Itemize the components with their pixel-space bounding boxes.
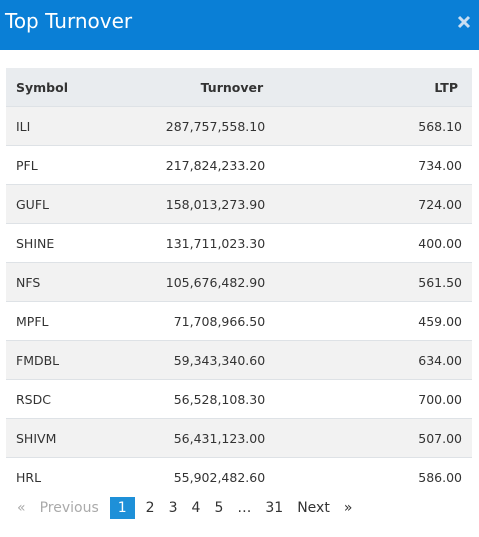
- table-cell: PFL: [6, 145, 97, 185]
- table-cell: 724.00: [392, 184, 472, 224]
- table-row: HRL 55,902,482.60 586.00: [6, 457, 472, 496]
- page-link[interactable]: 1: [109, 497, 135, 519]
- table-cell: NFS: [6, 262, 97, 302]
- table-cell: FMDBL: [6, 340, 97, 380]
- table-cell: 55,902,482.60: [96, 457, 393, 496]
- pagination: « Previous 1 2 3 4 5 … 31 Next »: [10, 497, 359, 519]
- table-row: RSDC 56,528,108.30 700.00: [6, 379, 472, 419]
- table-cell: 105,676,482.90: [96, 262, 393, 302]
- table-cell: ILI: [6, 106, 97, 146]
- table-cell: 56,431,123.00: [96, 418, 393, 458]
- table-row: FMDBL 59,343,340.60 634.00: [6, 340, 472, 380]
- table-cell: 131,711,023.30: [96, 223, 393, 263]
- table-cell: 700.00: [392, 379, 472, 419]
- table-cell: RSDC: [6, 379, 97, 419]
- modal-title: Top Turnover: [5, 9, 133, 33]
- table-row: NFS 105,676,482.90 561.50: [6, 262, 472, 302]
- table-cell: GUFL: [6, 184, 97, 224]
- turnover-table: Symbol Turnover LTP ILI 287,757,558.10 568…: [6, 68, 472, 496]
- table-cell: HRL: [6, 457, 97, 496]
- column-header: Symbol: [6, 68, 97, 107]
- table-cell: 459.00: [392, 301, 472, 341]
- header-row: Symbol Turnover LTP: [6, 68, 472, 107]
- table-cell: 507.00: [392, 418, 472, 458]
- table-cell: 586.00: [392, 457, 472, 496]
- close-button[interactable]: [457, 15, 471, 29]
- modal-header: Top Turnover: [0, 0, 479, 50]
- table-cell: 734.00: [392, 145, 472, 185]
- table-row: ILI 287,757,558.10 568.10: [6, 106, 472, 146]
- page-link[interactable]: 4: [191, 500, 201, 516]
- table-cell: MPFL: [6, 301, 97, 341]
- table-cell: 158,013,273.90: [96, 184, 393, 224]
- page-link[interactable]: 31: [265, 500, 284, 516]
- next-page[interactable]: Next: [297, 500, 330, 516]
- page-link[interactable]: 5: [214, 500, 224, 516]
- table-cell: 56,528,108.30: [96, 379, 393, 419]
- table-row: PFL 217,824,233.20 734.00: [6, 145, 472, 185]
- table-cell: 561.50: [392, 262, 472, 302]
- table-cell: 568.10: [392, 106, 472, 146]
- table-cell: 400.00: [392, 223, 472, 263]
- table-row: GUFL 158,013,273.90 724.00: [6, 184, 472, 224]
- table-cell: SHIVM: [6, 418, 97, 458]
- table-row: MPFL 71,708,966.50 459.00: [6, 301, 472, 341]
- page-link[interactable]: …: [237, 500, 252, 516]
- table-cell: 217,824,233.20: [96, 145, 393, 185]
- page-link[interactable]: 2: [145, 500, 155, 516]
- previous-page: Previous: [39, 500, 99, 516]
- table-row: SHINE 131,711,023.30 400.00: [6, 223, 472, 263]
- last-page[interactable]: »: [343, 500, 353, 516]
- table-cell: 634.00: [392, 340, 472, 380]
- column-header: Turnover: [96, 68, 393, 107]
- first-page: «: [17, 500, 26, 516]
- page-link[interactable]: 3: [168, 500, 178, 516]
- table-cell: 287,757,558.10: [96, 106, 393, 146]
- table-row: SHIVM 56,431,123.00 507.00: [6, 418, 472, 458]
- table-cell: 59,343,340.60: [96, 340, 393, 380]
- table-cell: 71,708,966.50: [96, 301, 393, 341]
- column-header: LTP: [392, 68, 472, 107]
- table-cell: SHINE: [6, 223, 97, 263]
